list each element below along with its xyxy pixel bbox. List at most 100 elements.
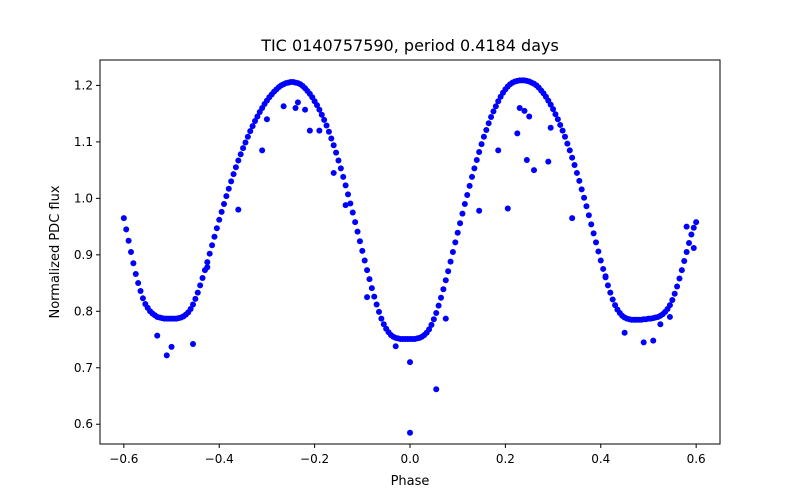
data-point <box>688 231 695 238</box>
data-point <box>249 123 256 130</box>
data-point <box>380 321 387 328</box>
data-point <box>356 238 363 245</box>
data-point <box>347 200 354 207</box>
data-point <box>552 111 559 118</box>
data-point <box>569 215 576 222</box>
data-point <box>294 99 301 106</box>
data-point <box>478 141 485 148</box>
data-point <box>521 107 528 114</box>
data-point <box>306 127 313 134</box>
data-point <box>564 140 571 147</box>
data-point <box>438 294 444 301</box>
data-point <box>244 133 251 140</box>
data-point <box>323 122 330 129</box>
data-point <box>678 267 685 274</box>
data-point <box>330 142 337 149</box>
data-point <box>340 173 347 180</box>
data-point <box>280 103 287 110</box>
data-point <box>204 264 211 271</box>
data-point <box>247 128 254 135</box>
data-point <box>292 105 299 111</box>
data-point <box>354 228 361 235</box>
data-point <box>325 128 332 135</box>
data-point <box>337 165 344 172</box>
data-point <box>392 343 399 350</box>
data-point <box>371 293 378 300</box>
data-point <box>230 171 237 178</box>
data-point <box>597 257 604 264</box>
data-point <box>640 339 647 346</box>
data-point <box>440 286 447 293</box>
data-point <box>240 145 247 152</box>
data-point <box>476 149 483 156</box>
data-point <box>368 285 375 292</box>
data-point <box>199 274 206 281</box>
data-point <box>132 271 139 278</box>
data-points <box>120 77 700 436</box>
data-point <box>428 321 435 328</box>
data-point <box>168 343 175 350</box>
data-point <box>407 429 413 436</box>
data-point <box>376 308 382 315</box>
data-point <box>504 205 511 212</box>
data-point <box>471 165 478 172</box>
data-point <box>430 316 437 323</box>
data-point <box>137 287 144 294</box>
data-point <box>690 245 697 252</box>
data-point <box>461 201 468 207</box>
y-tick-label: 0.8 <box>74 304 93 318</box>
y-tick-label: 0.6 <box>74 417 93 431</box>
data-point <box>130 260 137 267</box>
data-point <box>583 203 590 210</box>
x-tick-label: 0.2 <box>496 452 515 466</box>
data-point <box>373 301 380 308</box>
data-point <box>206 250 213 257</box>
data-point <box>378 315 385 322</box>
data-point <box>435 302 442 309</box>
data-point <box>693 219 700 226</box>
data-point <box>454 229 461 236</box>
data-point <box>228 178 235 185</box>
data-point <box>690 224 697 231</box>
data-point <box>213 225 220 232</box>
data-point <box>218 208 225 215</box>
data-point <box>139 295 146 302</box>
data-point <box>571 162 578 169</box>
data-point <box>683 249 690 255</box>
x-tick-label: −0.4 <box>205 452 234 466</box>
data-point <box>686 239 692 246</box>
data-point <box>120 215 127 222</box>
data-point <box>469 173 475 180</box>
data-point <box>442 315 449 322</box>
data-point <box>557 121 564 128</box>
data-point <box>426 326 433 333</box>
data-point <box>666 313 673 320</box>
data-point <box>314 102 320 109</box>
data-point <box>607 289 614 296</box>
data-point <box>342 182 349 189</box>
data-point <box>576 177 583 184</box>
data-point <box>442 277 449 284</box>
data-point <box>569 154 576 161</box>
data-point <box>125 237 132 244</box>
data-point <box>464 191 471 198</box>
data-point <box>666 302 673 309</box>
x-axis-ticks: −0.6 −0.4 −0.2 0.0 0.2 0.4 0.6 <box>109 444 706 466</box>
data-point <box>361 257 368 264</box>
data-point <box>488 114 495 121</box>
data-point <box>316 127 323 134</box>
data-point <box>547 124 554 131</box>
data-point <box>204 259 211 266</box>
data-point <box>609 296 616 303</box>
data-point <box>192 295 199 302</box>
data-point <box>578 186 585 193</box>
data-point <box>669 297 676 303</box>
data-point <box>235 157 242 164</box>
data-point <box>514 130 521 137</box>
data-point <box>190 341 196 348</box>
data-point <box>683 223 690 230</box>
data-point <box>407 359 413 366</box>
data-point <box>485 120 492 127</box>
data-point <box>359 247 366 254</box>
data-point <box>194 289 201 296</box>
